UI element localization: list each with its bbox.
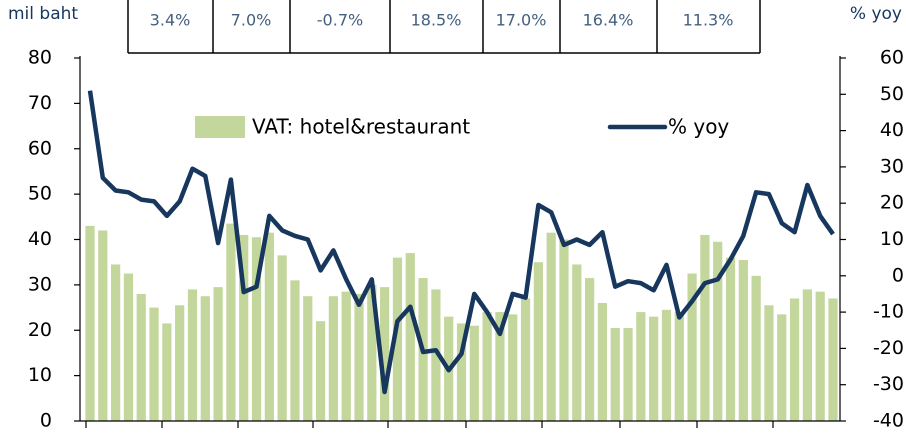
- bar: [354, 293, 364, 421]
- bar: [85, 225, 95, 421]
- bar: [380, 287, 390, 421]
- bar: [98, 230, 108, 421]
- y2-axis-label: % yoy: [850, 4, 902, 24]
- bar: [392, 257, 403, 421]
- bar: [162, 323, 172, 421]
- bar: [828, 298, 838, 421]
- bar: [725, 257, 736, 421]
- table-cell: 16.4%: [583, 11, 634, 30]
- bar: [187, 289, 198, 421]
- bar: [751, 275, 761, 421]
- bar: [136, 293, 146, 421]
- bar: [661, 309, 672, 421]
- bar: [687, 273, 697, 421]
- bar: [636, 312, 646, 421]
- y2-tick-label: 30: [880, 155, 904, 177]
- y2-tick-label: -30: [873, 373, 904, 395]
- y-tick-label: 80: [28, 47, 52, 69]
- table-cell: 3.4%: [150, 11, 191, 30]
- table-lines: [127, 0, 761, 54]
- bar: [623, 327, 633, 421]
- table-cell: 7.0%: [231, 11, 272, 30]
- y2-tick-label: 40: [880, 119, 904, 141]
- y-tick-label: 40: [28, 228, 52, 250]
- y-axis-label: mil baht: [8, 4, 78, 24]
- table-cell: 17.0%: [496, 11, 547, 30]
- bar: [713, 241, 723, 421]
- bar: [226, 223, 236, 421]
- bar: [290, 280, 300, 421]
- y-tick-label: 60: [28, 137, 52, 159]
- y2-tick-label: 50: [880, 83, 904, 105]
- bar: [251, 237, 262, 421]
- bar: [610, 327, 620, 421]
- table-cell: -0.7%: [317, 11, 363, 30]
- bar: [520, 298, 531, 421]
- bar: [239, 234, 249, 421]
- bar: [328, 296, 338, 421]
- bar: [303, 296, 313, 421]
- bar: [469, 325, 479, 421]
- y2-tick-label: 0: [892, 264, 904, 286]
- bar: [367, 284, 377, 421]
- y2-tick-label: 20: [880, 192, 904, 214]
- table-cell: 11.3%: [683, 11, 734, 30]
- bar: [815, 291, 825, 421]
- bar: [456, 323, 467, 421]
- bar: [264, 232, 274, 421]
- bar: [277, 255, 287, 421]
- bar: [585, 278, 595, 421]
- bar: [431, 289, 441, 421]
- bar: [700, 234, 710, 421]
- y2-tick-label: -20: [873, 337, 904, 359]
- legend-swatch: [195, 116, 245, 138]
- bar: [482, 312, 492, 421]
- y2-tick-label: -10: [873, 301, 904, 323]
- bar: [315, 321, 326, 421]
- line: [87, 90, 835, 395]
- bar: [495, 312, 505, 421]
- y-tick-label: 50: [28, 183, 52, 205]
- bar: [405, 253, 415, 421]
- bar: [200, 296, 210, 421]
- y2-tick-label: 60: [880, 47, 904, 69]
- bar: [597, 303, 608, 421]
- bar: [572, 264, 582, 421]
- bar: [649, 316, 659, 421]
- y2-tick-label: 10: [880, 228, 904, 250]
- x-ticks: [85, 421, 774, 428]
- bar: [508, 314, 518, 421]
- bar: [802, 289, 812, 421]
- bar: [123, 273, 134, 421]
- y-tick-label: 10: [28, 364, 52, 386]
- bar: [777, 314, 787, 421]
- bar: [738, 259, 748, 421]
- legend-label: VAT: hotel&restaurant: [252, 115, 470, 139]
- bar: [149, 307, 159, 421]
- bar: [559, 239, 569, 421]
- bar: [533, 262, 543, 421]
- table-cell: 18.5%: [411, 11, 462, 30]
- y-tick-label: 30: [28, 273, 52, 295]
- bar: [341, 291, 351, 421]
- bar: [789, 298, 800, 421]
- y-tick-label: 0: [40, 410, 52, 432]
- bar: [674, 312, 684, 421]
- bar: [764, 305, 774, 421]
- bar: [546, 232, 556, 421]
- bar: [111, 264, 121, 421]
- y-tick-label: 70: [28, 92, 52, 114]
- y-tick-label: 20: [28, 319, 52, 341]
- y2-tick-label: -40: [873, 410, 904, 432]
- legend-label: % yoy: [668, 115, 729, 139]
- bar: [175, 305, 185, 421]
- bar: [213, 287, 223, 421]
